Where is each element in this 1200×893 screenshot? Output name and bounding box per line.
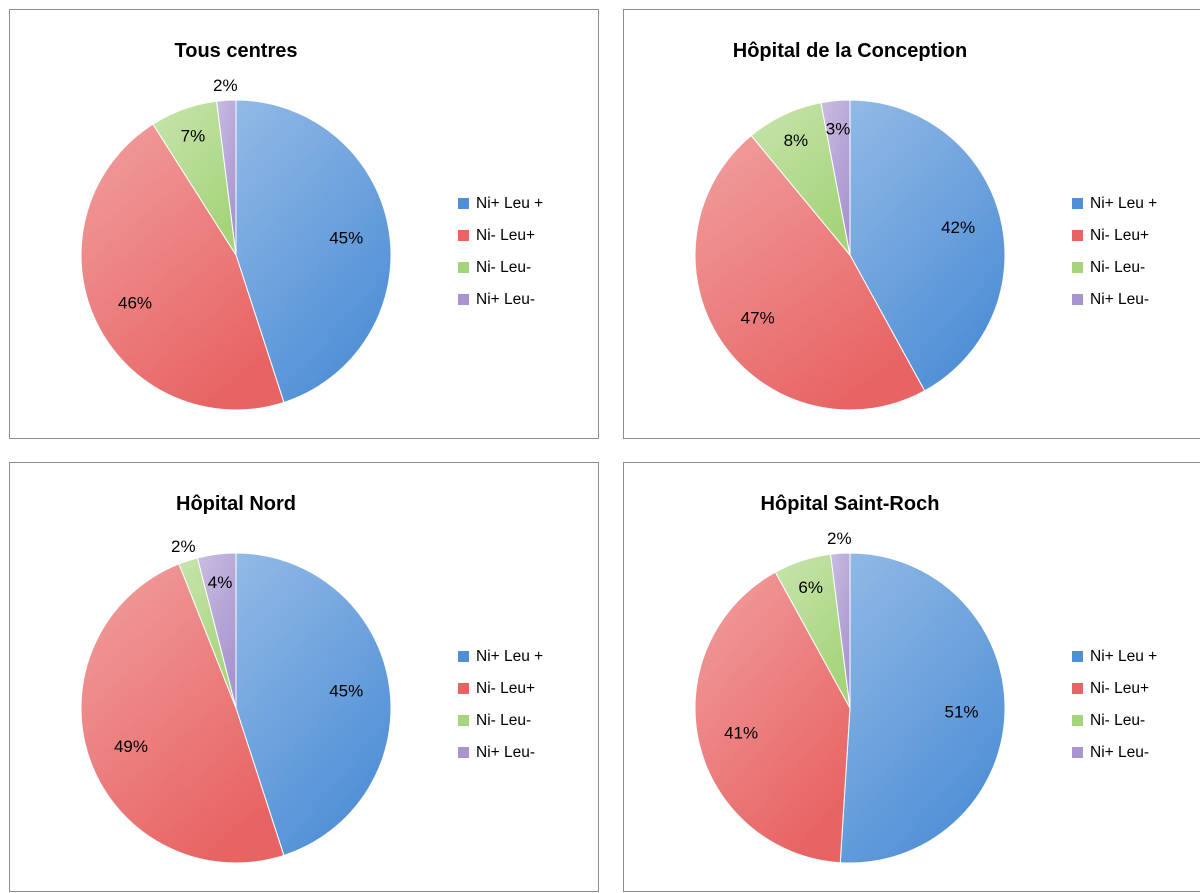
legend-label-ni-leu: Ni- Leu+: [1090, 227, 1149, 244]
pie-chart-svg: Hôpital Nord 45% 49% 2% 4% Ni+ Leu + Ni- Leu+ N…: [80, 493, 543, 864]
legend-swatch-ni-leu: [458, 747, 469, 758]
legend-swatch-ni-leu: [458, 683, 469, 694]
chart-panel-tous-centres: Tous centres 45% 46% 7% 2% Ni+ Leu + Ni- Leu+ N…: [9, 9, 599, 439]
slice-label-ni-leu: 6%: [798, 578, 823, 597]
legend-swatch-ni-leu: [1072, 747, 1083, 758]
legend-label-ni-leu: Ni- Leu-: [476, 712, 531, 729]
slice-label-ni-leu: 47%: [741, 309, 775, 328]
chart-title: Hôpital de la Conception: [733, 40, 967, 62]
legend-label-ni-leu: Ni- Leu-: [476, 259, 531, 276]
chart-title: Hôpital Saint-Roch: [761, 493, 940, 515]
legend-label-ni-leu: Ni+ Leu +: [476, 648, 543, 665]
slice-label-ni-leu: 2%: [213, 76, 238, 95]
legend-swatch-ni-leu: [1072, 230, 1083, 241]
slice-label-ni-leu: 2%: [171, 537, 196, 556]
pie-slice-ni-leu: [235, 99, 392, 404]
legend-label-ni-leu: Ni+ Leu-: [1090, 744, 1149, 761]
legend-label-ni-leu: Ni+ Leu +: [476, 195, 543, 212]
legend-swatch-ni-leu: [458, 651, 469, 662]
slice-label-ni-leu: 49%: [114, 737, 148, 756]
pie-slice-ni-leu: [694, 571, 851, 864]
slice-label-ni-leu: 2%: [827, 529, 852, 548]
legend-label-ni-leu: Ni- Leu+: [476, 227, 535, 244]
legend-label-ni-leu: Ni- Leu-: [1090, 259, 1145, 276]
legend-swatch-ni-leu: [1072, 683, 1083, 694]
slice-label-ni-leu: 51%: [945, 703, 979, 722]
slice-label-ni-leu: 4%: [208, 573, 233, 592]
legend-swatch-ni-leu: [1072, 198, 1083, 209]
legend-swatch-ni-leu: [458, 715, 469, 726]
slice-label-ni-leu: 42%: [941, 218, 975, 237]
pie-slice-ni-leu: [216, 99, 237, 256]
pie-chart-svg: Hôpital Saint-Roch 51% 41% 6% 2% Ni+ Leu + Ni-…: [694, 493, 1157, 864]
slice-label-ni-leu: 45%: [329, 682, 363, 701]
pie-slice-ni-leu: [80, 123, 285, 411]
legend-swatch-ni-leu: [1072, 294, 1083, 305]
slice-label-ni-leu: 45%: [329, 229, 363, 248]
legend-label-ni-leu: Ni- Leu+: [476, 680, 535, 697]
legend-label-ni-leu: Ni+ Leu-: [1090, 291, 1149, 308]
chart-panel-hopital-saint-roch: Hôpital Saint-Roch 51% 41% 6% 2% Ni+ Leu + Ni-…: [623, 462, 1200, 892]
pie-slice-ni-leu: [830, 552, 851, 709]
legend-label-ni-leu: Ni+ Leu +: [1090, 195, 1157, 212]
legend-swatch-ni-leu: [458, 294, 469, 305]
legend-swatch-ni-leu: [1072, 715, 1083, 726]
legend-swatch-ni-leu: [1072, 262, 1083, 273]
pie-slice-ni-leu: [235, 552, 392, 857]
chart-title: Hôpital Nord: [176, 493, 296, 515]
chart-panel-hopital-conception: Hôpital de la Conception 42% 47% 8% 3% Ni+ Le…: [623, 9, 1200, 439]
pie-slice-ni-leu: [839, 552, 1006, 864]
pie-slice-ni-leu: [820, 99, 851, 256]
slice-label-ni-leu: 3%: [826, 119, 851, 138]
pie-slice-ni-leu: [196, 552, 237, 709]
pie-chart-svg: Hôpital de la Conception 42% 47% 8% 3% Ni+ Le…: [694, 40, 1157, 411]
slice-label-ni-leu: 7%: [181, 126, 206, 145]
slice-label-ni-leu: 8%: [784, 131, 809, 150]
legend-swatch-ni-leu: [458, 230, 469, 241]
pie-slice-ni-leu: [849, 99, 1006, 392]
legend-label-ni-leu: Ni- Leu-: [1090, 712, 1145, 729]
legend-label-ni-leu: Ni+ Leu-: [476, 744, 535, 761]
pie-chart-svg: Tous centres 45% 46% 7% 2% Ni+ Leu + Ni- Leu+ N…: [80, 40, 543, 411]
legend-swatch-ni-leu: [458, 198, 469, 209]
legend-swatch-ni-leu: [458, 262, 469, 273]
pie-slice-ni-leu: [80, 563, 285, 864]
pie-slice-ni-leu: [694, 134, 926, 411]
legend-label-ni-leu: Ni- Leu+: [1090, 680, 1149, 697]
chart-panel-hopital-nord: Hôpital Nord 45% 49% 2% 4% Ni+ Leu + Ni- Leu+ N…: [9, 462, 599, 892]
legend-swatch-ni-leu: [1072, 651, 1083, 662]
legend-label-ni-leu: Ni+ Leu +: [1090, 648, 1157, 665]
slice-label-ni-leu: 46%: [118, 294, 152, 313]
chart-title: Tous centres: [175, 40, 298, 62]
slice-label-ni-leu: 41%: [724, 723, 758, 742]
legend-label-ni-leu: Ni+ Leu-: [476, 291, 535, 308]
